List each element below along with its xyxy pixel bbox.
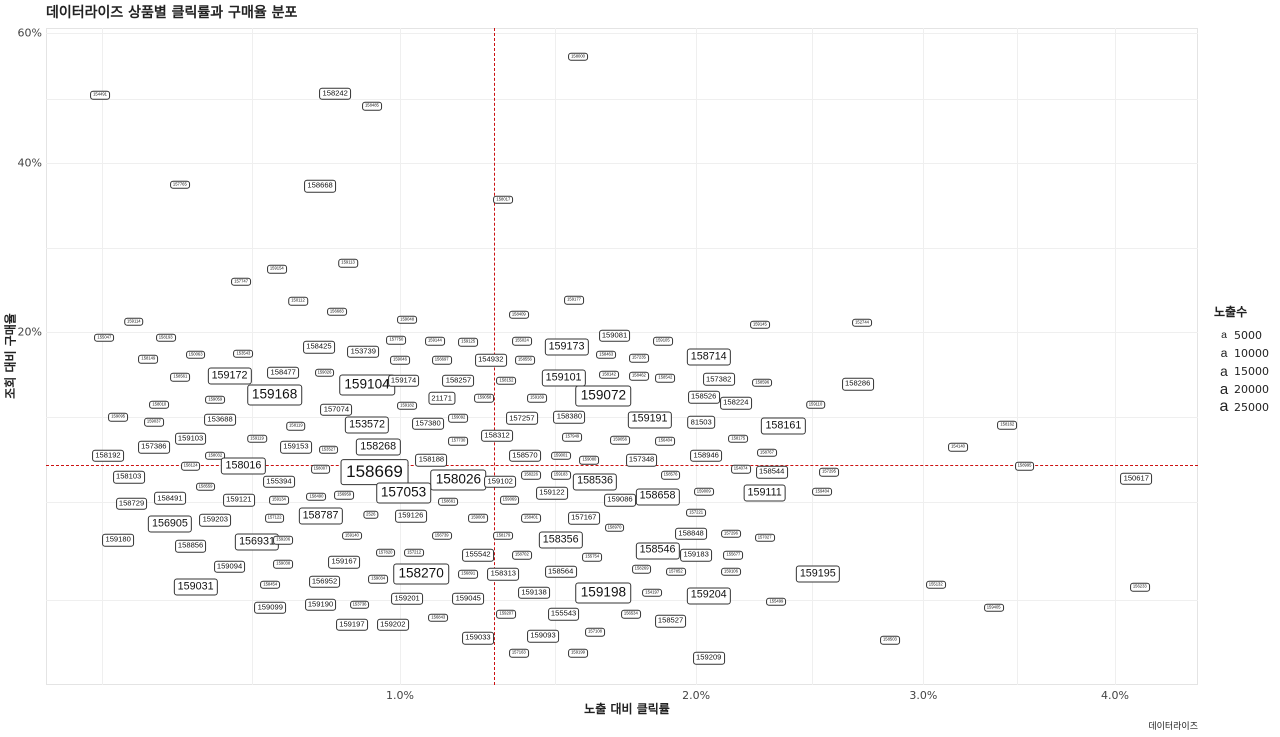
caption: 데이터라이즈	[1148, 722, 1198, 732]
x-tick-label: 2.0%	[682, 689, 711, 702]
legend-label: 5000	[1234, 328, 1262, 342]
legend-title: 노출수	[1214, 305, 1248, 319]
legend-label: 20000	[1234, 382, 1269, 396]
y-tick-label: 20%	[17, 325, 42, 339]
legend-size-glyph: a	[1220, 363, 1228, 379]
y-tick-label: 60%	[17, 26, 42, 40]
x-axis-title: 노출 대비 클릭률	[584, 702, 670, 716]
legend: 노출수 a 5000 a 10000 a 15000 a 20000 a 25000	[1214, 303, 1269, 416]
y-tick-label: 40%	[17, 156, 42, 170]
legend-label: 25000	[1234, 400, 1269, 414]
legend-size-glyph: a	[1221, 329, 1227, 341]
legend-item: a 20000	[1214, 380, 1269, 398]
chart-title: 데이터라이즈 상품별 클릭률과 구매율 분포	[46, 5, 298, 21]
legend-size-glyph: a	[1219, 398, 1229, 415]
x-tick-label: 1.0%	[386, 689, 414, 702]
plot-panel	[46, 28, 1198, 685]
legend-label: 10000	[1234, 346, 1269, 360]
legend-item: a 15000	[1214, 362, 1269, 380]
x-tick-label: 3.0%	[909, 689, 938, 702]
legend-item: a 25000	[1214, 398, 1269, 416]
y-axis-title: 조회 대비 구매율	[3, 313, 18, 399]
legend-label: 15000	[1234, 364, 1269, 378]
legend-size-glyph: a	[1219, 380, 1229, 398]
legend-size-glyph: a	[1220, 346, 1228, 360]
legend-item: a 10000	[1214, 344, 1269, 362]
x-tick-label: 4.0%	[1101, 689, 1129, 702]
legend-item: a 5000	[1214, 326, 1269, 344]
